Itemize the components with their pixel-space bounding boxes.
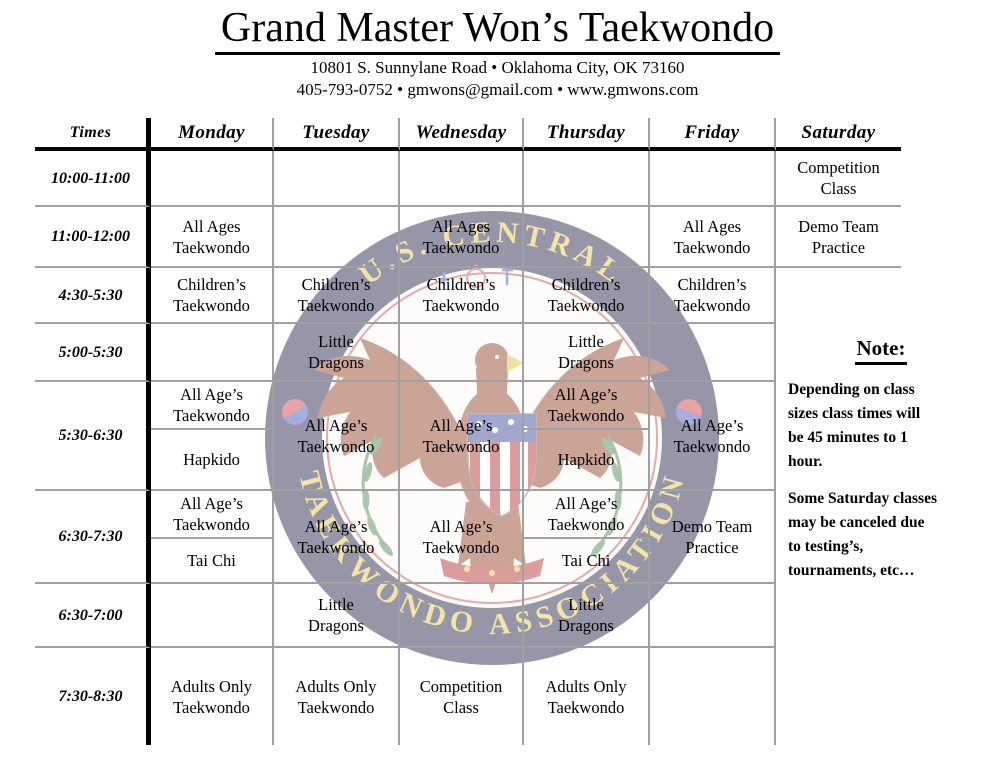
header-wednesday: Wednesday bbox=[400, 118, 524, 151]
cell-thursday: Children’s Taekwondo bbox=[524, 268, 650, 324]
seal-ring bbox=[265, 211, 719, 665]
page-title: Grand Master Won’s Taekwondo bbox=[214, 6, 781, 56]
header-saturday: Saturday bbox=[776, 118, 901, 151]
cell-thursday: Little Dragons bbox=[524, 324, 650, 382]
time-label: 7:30-8:30 bbox=[35, 648, 151, 745]
cell-monday: Children’s Taekwondo bbox=[151, 268, 274, 324]
cell-thursday: Adults Only Taekwondo bbox=[524, 648, 650, 745]
seal-field bbox=[322, 268, 662, 608]
cell-monday: All Ages Taekwondo bbox=[151, 207, 274, 268]
cell-friday: All Ages Taekwondo bbox=[650, 207, 776, 268]
cell-tuesday: Adults Only Taekwondo bbox=[274, 648, 400, 745]
cell-thursday bbox=[524, 151, 650, 207]
note-paragraph: Some Saturday classes may be canceled du… bbox=[788, 490, 937, 579]
cell-wednesday: All Age’s Taekwondo bbox=[400, 382, 524, 491]
time-label: 6:30-7:30 bbox=[35, 491, 151, 584]
cell-monday: All Age’s Taekwondo Tai Chi bbox=[151, 491, 274, 584]
cell-thursday-bottom: Hapkido bbox=[557, 450, 615, 469]
cell-friday: All Age’s Taekwondo bbox=[650, 382, 776, 491]
cell-thursday-top: All Age’s Taekwondo bbox=[524, 382, 648, 430]
time-label: 4:30-5:30 bbox=[35, 268, 151, 324]
note-heading: Note: bbox=[854, 336, 908, 365]
cell-monday bbox=[151, 324, 274, 382]
cell-wednesday bbox=[400, 324, 524, 382]
cell-thursday-bottom: Tai Chi bbox=[561, 551, 611, 570]
time-label: 10:00-11:00 bbox=[35, 151, 151, 207]
note-paragraph: Depending on class sizes class times wil… bbox=[788, 381, 921, 470]
contact-line: 405-793-0752 • gmwons@gmail.com • www.gm… bbox=[296, 80, 699, 100]
cell-monday: All Age’s Taekwondo Hapkido bbox=[151, 382, 274, 491]
cell-wednesday: All Ages Taekwondo bbox=[400, 207, 524, 268]
cell-tuesday: All Age’s Taekwondo bbox=[274, 382, 400, 491]
cell-friday bbox=[650, 151, 776, 207]
cell-monday-top: All Age’s Taekwondo bbox=[151, 382, 272, 430]
time-label: 5:30-6:30 bbox=[35, 382, 151, 491]
schedule-table: Times Monday Tuesday Wednesday Thursday Frida… bbox=[35, 118, 901, 745]
cell-wednesday: Children’s Taekwondo bbox=[400, 268, 524, 324]
cell-wednesday bbox=[400, 151, 524, 207]
cell-tuesday: All Age’s Taekwondo bbox=[274, 491, 400, 584]
cell-wednesday: Competition Class bbox=[400, 648, 524, 745]
header-friday: Friday bbox=[650, 118, 776, 151]
cell-friday: Children’s Taekwondo bbox=[650, 268, 776, 324]
seal-top-marks-icon bbox=[439, 264, 513, 288]
cell-friday bbox=[650, 324, 776, 382]
cell-saturday: Competition Class bbox=[776, 151, 901, 207]
time-label: 11:00-12:00 bbox=[35, 207, 151, 268]
masthead: Grand Master Won’s Taekwondo 10801 S. Su… bbox=[0, 6, 995, 99]
cell-monday: Adults Only Taekwondo bbox=[151, 648, 274, 745]
cell-tuesday: Little Dragons bbox=[274, 324, 400, 382]
cell-friday bbox=[650, 648, 776, 745]
cell-thursday bbox=[524, 207, 650, 268]
cell-monday bbox=[151, 584, 274, 648]
cell-monday-bottom: Tai Chi bbox=[187, 551, 236, 570]
cell-tuesday bbox=[274, 151, 400, 207]
cell-wednesday bbox=[400, 584, 524, 648]
taegeuk-left-icon bbox=[282, 399, 308, 425]
cell-wednesday: All Age’s Taekwondo bbox=[400, 491, 524, 584]
cell-thursday: All Age’s Taekwondo Hapkido bbox=[524, 382, 650, 491]
taegeuk-right-icon bbox=[676, 399, 702, 425]
seal-inner-ring bbox=[326, 272, 658, 604]
note-panel: Note: Depending on class sizes class tim… bbox=[788, 336, 974, 583]
cell-tuesday: Children’s Taekwondo bbox=[274, 268, 400, 324]
ribbon-icon bbox=[440, 558, 544, 584]
cell-monday bbox=[151, 151, 274, 207]
cell-saturday: Demo Team Practice bbox=[776, 207, 901, 268]
cell-monday-bottom: Hapkido bbox=[183, 450, 240, 469]
cell-tuesday bbox=[274, 207, 400, 268]
header-thursday: Thursday bbox=[524, 118, 650, 151]
cell-monday-top: All Age’s Taekwondo bbox=[151, 491, 272, 539]
cell-thursday-top: All Age’s Taekwondo bbox=[524, 491, 648, 539]
cell-thursday: All Age’s Taekwondo Tai Chi bbox=[524, 491, 650, 584]
cell-thursday: Little Dragons bbox=[524, 584, 650, 648]
header-times: Times bbox=[35, 118, 151, 151]
time-label: 6:30-7:00 bbox=[35, 584, 151, 648]
cell-friday: Demo Team Practice bbox=[650, 491, 776, 584]
address-line: 10801 S. Sunnylane Road • Oklahoma City,… bbox=[310, 58, 685, 78]
time-label: 5:00-5:30 bbox=[35, 324, 151, 382]
header-monday: Monday bbox=[151, 118, 274, 151]
cell-friday bbox=[650, 584, 776, 648]
header-tuesday: Tuesday bbox=[274, 118, 400, 151]
cell-tuesday: Little Dragons bbox=[274, 584, 400, 648]
